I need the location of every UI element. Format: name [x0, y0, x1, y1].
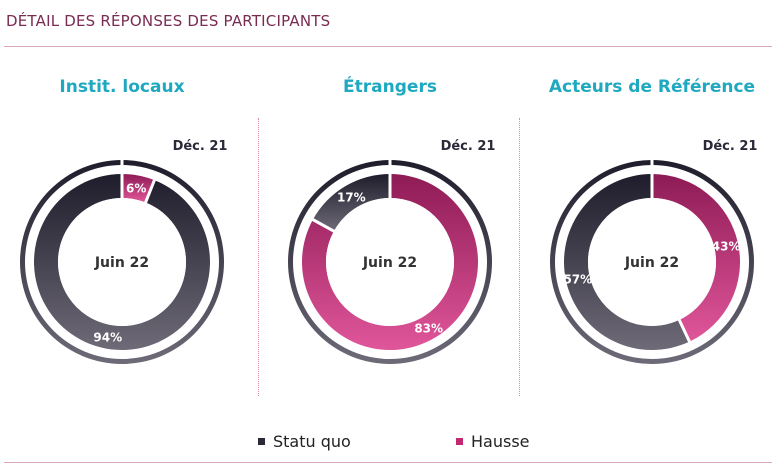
- inner-slice-statu-quo: [563, 174, 690, 350]
- page-title: DÉTAIL DES RÉPONSES DES PARTICIPANTS: [6, 12, 331, 30]
- footer-divider: [4, 462, 772, 463]
- donut-hole: [588, 198, 716, 326]
- panel-divider: [519, 118, 520, 396]
- slice-separator: [677, 318, 692, 344]
- inner-slice-statu-quo: [312, 174, 390, 232]
- inner-slice-hausse: [652, 174, 740, 342]
- legend-label: Hausse: [471, 432, 530, 451]
- slice-separator: [143, 178, 157, 204]
- donut-hole: [58, 198, 186, 326]
- inner-value-label-statu-quo: 17%: [337, 191, 366, 205]
- chart-title: Acteurs de Référence: [549, 77, 755, 97]
- inner-value-label-statu-quo: 57%: [563, 273, 592, 287]
- outer-ring-label: Déc. 21: [441, 139, 496, 154]
- legend-swatch: [456, 438, 463, 445]
- outer-ring-label: Déc. 21: [173, 139, 228, 154]
- inner-value-label-hausse: 83%: [414, 321, 443, 335]
- outer-ring-label: Déc. 21: [703, 139, 758, 154]
- outer-value-label: 100%: [370, 371, 410, 386]
- slice-separator: [311, 217, 336, 233]
- legend-swatch: [258, 438, 265, 445]
- inner-ring-label: Juin 22: [94, 255, 149, 271]
- legend-label: Statu quo: [273, 432, 351, 451]
- outer-value-label: 100%: [632, 371, 672, 386]
- inner-value-label-hausse: 43%: [712, 239, 741, 253]
- panel-divider: [258, 118, 259, 396]
- inner-value-label-hausse: 6%: [126, 181, 146, 195]
- header-divider: [4, 46, 772, 47]
- legend-item-statu-quo: Statu quo: [258, 432, 351, 451]
- chart-title: Étrangers: [343, 75, 437, 97]
- inner-ring-label: Juin 22: [624, 255, 679, 271]
- inner-ring-label: Juin 22: [362, 255, 417, 271]
- chart-title: Instit. locaux: [59, 77, 184, 97]
- legend-item-hausse: Hausse: [456, 432, 530, 451]
- inner-value-label-statu-quo: 94%: [93, 331, 122, 345]
- outer-value-label: 100%: [102, 371, 142, 386]
- donut-hole: [326, 198, 454, 326]
- inner-slice-hausse: [122, 174, 155, 203]
